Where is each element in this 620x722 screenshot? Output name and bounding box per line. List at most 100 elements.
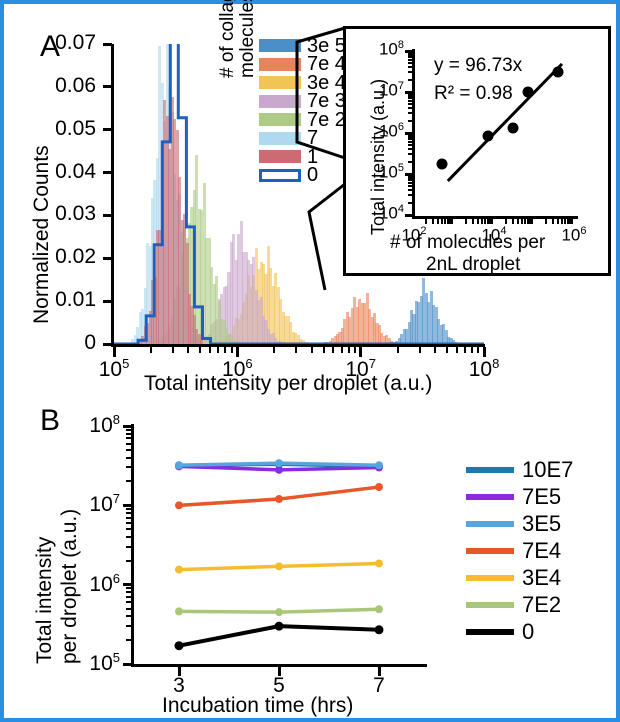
panel-a-x-minor-tick xyxy=(477,347,480,353)
inset-x-minor-tick xyxy=(486,219,489,224)
series-marker xyxy=(275,459,283,468)
series-marker xyxy=(175,565,183,574)
legend-label: 7E2 xyxy=(522,591,562,617)
inset-y-minor-tick xyxy=(408,103,413,106)
panel-b-y-tick-label: 108 xyxy=(89,412,120,437)
histogram-bar xyxy=(343,319,347,344)
histogram-bar xyxy=(269,268,273,344)
inset-x-minor-tick xyxy=(489,219,492,224)
histogram-bar xyxy=(239,220,243,344)
histogram-bar xyxy=(271,286,275,344)
histogram-bar xyxy=(188,293,192,344)
legend-item[interactable]: 7E5 xyxy=(466,483,573,510)
panel-a-x-tick-label: 108 xyxy=(468,356,500,381)
panel-a-x-tick xyxy=(112,347,116,357)
histogram-bar xyxy=(368,309,372,344)
inset-y-minor-tick xyxy=(408,201,413,204)
legend-item[interactable]: 7E4 xyxy=(466,537,573,564)
histogram-bar xyxy=(417,301,421,344)
legend-item[interactable]: 0 xyxy=(259,164,346,186)
panel-b-x-axis-line xyxy=(131,664,427,667)
legend-label: 3e 5 xyxy=(307,34,346,57)
panel-a-x-minor-tick xyxy=(354,347,357,353)
legend-item[interactable]: 3E4 xyxy=(466,564,573,591)
panel-a-x-minor-tick xyxy=(199,347,202,353)
legend-item[interactable]: 1 xyxy=(259,147,346,167)
histogram-bar xyxy=(217,300,221,344)
histogram-bar xyxy=(141,308,145,344)
legend-item[interactable]: 0 xyxy=(466,618,573,645)
histogram-bar xyxy=(400,334,404,344)
legend-item[interactable]: 7 xyxy=(259,128,346,148)
inset-y-minor-tick xyxy=(408,112,413,115)
panel-b-y-minor-tick xyxy=(126,442,132,445)
histogram-bar xyxy=(232,340,236,344)
histogram-bar xyxy=(225,286,229,344)
legend-swatch xyxy=(466,574,514,581)
inset-y-minor-tick xyxy=(408,92,413,95)
histogram-bar xyxy=(151,280,155,344)
histogram-bar xyxy=(363,302,367,344)
panel-b-y-minor-tick xyxy=(126,639,132,642)
legend-item[interactable]: 10E7 xyxy=(466,456,573,483)
legend-title-line-1: # of collagenase xyxy=(217,0,238,78)
panel-b-y-minor-tick xyxy=(126,516,132,519)
histogram-bar xyxy=(395,340,399,344)
histogram-bar xyxy=(279,299,283,344)
series-marker xyxy=(275,608,283,617)
histogram-bar xyxy=(294,333,298,344)
histogram-bar xyxy=(387,338,391,344)
inset-plot-box: y = 96.73x R² = 0.98 Total intensity (a.… xyxy=(343,26,611,276)
legend-item[interactable]: 7e 3 xyxy=(259,91,346,111)
histogram-bar xyxy=(227,333,231,344)
histogram-bar xyxy=(178,176,182,344)
panel-a-x-minor-tick xyxy=(455,347,458,353)
histogram-bar xyxy=(247,259,251,344)
inset-x-axis-title-line-2: 2nL droplet xyxy=(426,254,521,275)
legend-item[interactable]: 7E2 xyxy=(466,591,573,618)
legend-item[interactable]: 3e 4 xyxy=(259,73,346,93)
histogram-bar xyxy=(158,46,162,344)
inset-y-minor-tick xyxy=(408,176,413,179)
panel-b-series xyxy=(175,605,383,617)
series-marker xyxy=(375,483,383,492)
inset-x-minor-tick xyxy=(531,219,534,224)
panel-b-y-tick xyxy=(123,424,132,428)
legend-item[interactable]: 3e 5 xyxy=(259,34,346,57)
histogram-bar xyxy=(190,306,194,344)
legend-swatch xyxy=(466,493,514,500)
histogram-bar xyxy=(133,334,137,344)
inset-y-minor-tick xyxy=(408,53,413,56)
legend-swatch xyxy=(259,57,301,71)
histogram-bar xyxy=(419,296,423,344)
legend-item[interactable]: 3E5 xyxy=(466,510,573,537)
histogram-bar xyxy=(432,304,436,344)
inset-y-minor-tick xyxy=(408,97,413,100)
legend-item[interactable]: 7e 2 xyxy=(259,110,346,130)
inset-x-minor-tick xyxy=(451,219,454,224)
inset-y-axis-line xyxy=(412,49,415,219)
histogram-bar xyxy=(202,183,206,344)
histogram-bar xyxy=(385,335,389,344)
histogram-bar xyxy=(276,286,280,344)
legend-item[interactable]: 7e 4 xyxy=(259,54,346,74)
panel-b-y-title-line-1: Total intensity xyxy=(33,536,56,664)
panel-a-x-minor-tick xyxy=(418,347,421,353)
histogram-bar xyxy=(333,336,337,344)
panel-b-x-tick xyxy=(177,667,181,676)
panel-a-x-minor-tick xyxy=(171,347,174,353)
legend-swatch xyxy=(466,628,514,635)
histogram-bar xyxy=(225,328,229,344)
inset-x-minor-tick xyxy=(432,219,435,224)
inset-x-minor-tick xyxy=(566,219,569,224)
inset-x-axis-title-line-1: # of molecules per xyxy=(390,232,546,253)
histogram-bar xyxy=(331,338,335,344)
legend-label: 0 xyxy=(307,164,319,186)
series-marker xyxy=(174,641,184,651)
series-marker xyxy=(275,495,283,504)
histogram-bar xyxy=(151,197,155,344)
histogram-bar xyxy=(291,332,295,344)
inset-y-tick-label: 106 xyxy=(378,121,404,141)
inset-x-minor-tick xyxy=(520,219,523,224)
histogram-bar xyxy=(131,339,135,344)
